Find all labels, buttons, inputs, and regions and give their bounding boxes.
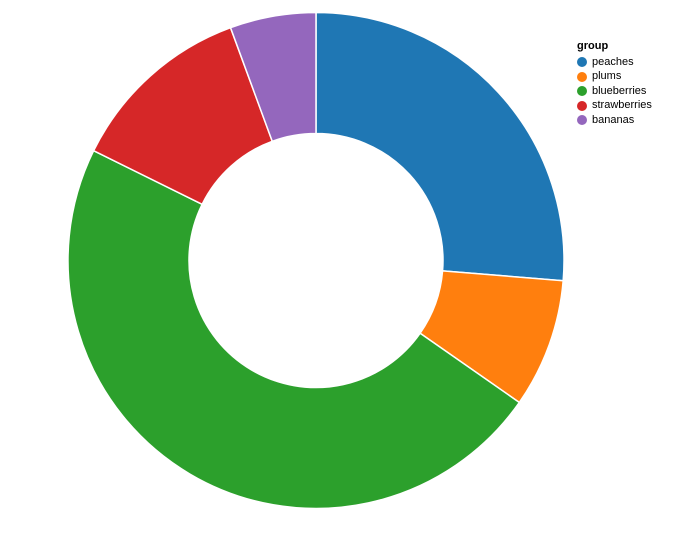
legend-label: bananas bbox=[592, 113, 635, 126]
legend-swatch-blueberries bbox=[577, 86, 587, 97]
legend-item-blueberries: blueberries bbox=[577, 84, 652, 99]
legend: group peaches plums blueberries strawberrie… bbox=[577, 41, 652, 128]
legend-swatch-strawberries bbox=[577, 100, 587, 111]
legend-swatch-bananas bbox=[577, 115, 587, 126]
legend-item-plums: plums bbox=[577, 70, 652, 85]
donut-slice-bananas bbox=[229, 11, 317, 143]
legend-label: peaches bbox=[592, 55, 634, 68]
donut-slice-peaches bbox=[315, 11, 565, 282]
legend-swatch-plums bbox=[577, 71, 587, 82]
legend-label: blueberries bbox=[592, 84, 647, 97]
legend-label: plums bbox=[592, 70, 622, 83]
donut-slice-blueberries bbox=[67, 149, 521, 510]
legend-items: peaches plums blueberries strawberries banan… bbox=[577, 55, 652, 128]
legend-item-bananas: bananas bbox=[577, 113, 652, 128]
legend-item-strawberries: strawberries bbox=[577, 99, 652, 114]
legend-title: group bbox=[577, 40, 609, 52]
legend-item-peaches: peaches bbox=[577, 55, 652, 70]
legend-swatch-peaches bbox=[577, 57, 587, 68]
legend-label: strawberries bbox=[592, 99, 652, 112]
